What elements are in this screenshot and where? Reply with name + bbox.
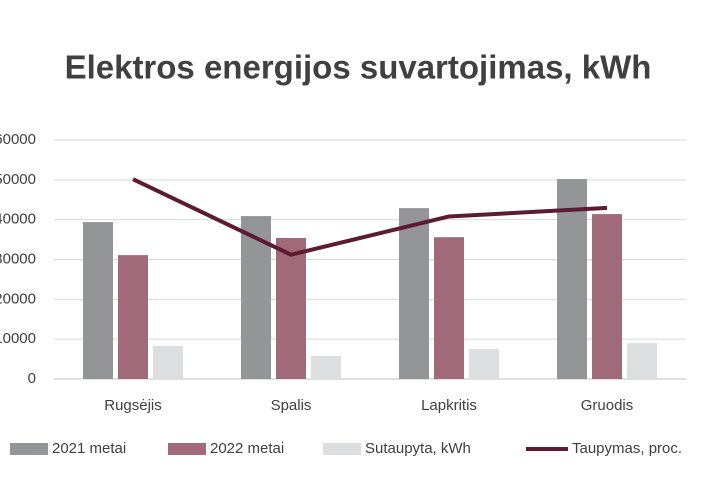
legend-marker bbox=[10, 443, 48, 455]
bar bbox=[276, 237, 306, 379]
y-tick-label: 0 bbox=[28, 370, 36, 387]
line bbox=[132, 177, 608, 257]
legend-label: Taupymas, proc. bbox=[572, 440, 682, 457]
y-tick-label: 30000 bbox=[0, 250, 36, 267]
y-tick-label: 40000 bbox=[0, 211, 36, 228]
bar bbox=[557, 179, 587, 379]
bar bbox=[83, 222, 113, 379]
legend-label: Sutaupyta, kWh bbox=[365, 440, 471, 457]
x-tick-label: Spalis bbox=[271, 397, 312, 414]
bar bbox=[118, 255, 148, 379]
y-tick-label: 60000 bbox=[0, 131, 36, 148]
bar bbox=[469, 349, 499, 379]
y-tick-label: 50000 bbox=[0, 171, 36, 188]
bar bbox=[311, 355, 341, 379]
bar bbox=[399, 208, 429, 379]
bar bbox=[153, 345, 183, 379]
legend-marker bbox=[323, 443, 361, 455]
legend-marker bbox=[168, 443, 206, 455]
bar bbox=[627, 343, 657, 379]
legend-label: 2022 metai bbox=[210, 440, 284, 457]
x-tick-label: Lapkritis bbox=[421, 397, 477, 414]
y-tick-label: 20000 bbox=[0, 290, 36, 307]
bar bbox=[434, 237, 464, 379]
legend-label: 2021 metai bbox=[52, 440, 126, 457]
bar bbox=[592, 214, 622, 379]
y-tick-label: 10000 bbox=[0, 330, 36, 347]
x-tick-label: Gruodis bbox=[581, 397, 634, 414]
bar bbox=[241, 216, 271, 379]
chart-title: Elektros energijos suvartojimas, kWh bbox=[65, 49, 652, 86]
x-tick-label: Rugsėjis bbox=[104, 397, 162, 414]
